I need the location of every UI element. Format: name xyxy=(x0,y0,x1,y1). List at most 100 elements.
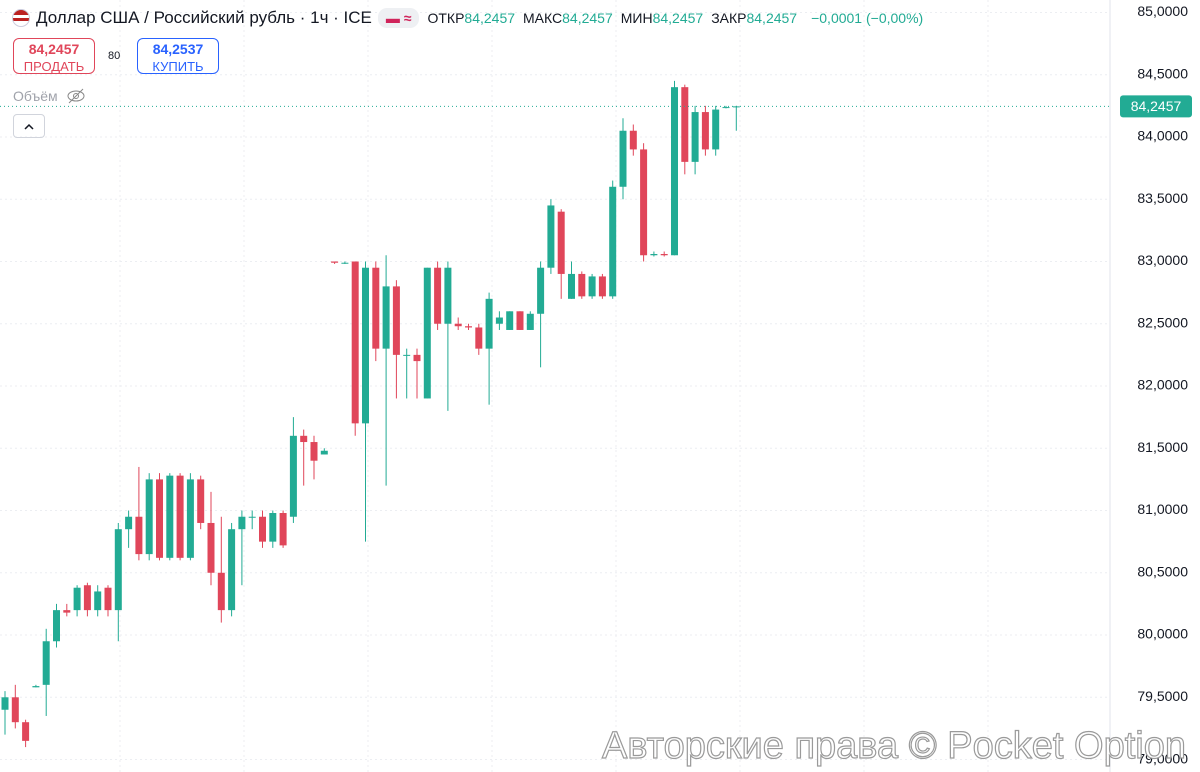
candle-body xyxy=(207,522,215,573)
legend-value: 84,2457 xyxy=(746,10,798,26)
candle-body xyxy=(547,205,555,268)
candle-body xyxy=(609,186,617,297)
sell-price: 84,2457 xyxy=(28,41,80,57)
candle-body xyxy=(11,697,19,723)
y-tick-label: 80,5000 xyxy=(1137,563,1188,579)
ohlc-legend: ОТКР84,2457 МАКС84,2457 МИН84,2457 ЗАКР84,2… xyxy=(427,10,805,26)
legend-value: 84,2457 xyxy=(464,10,516,26)
candle-body xyxy=(568,273,575,299)
candle-body xyxy=(125,516,133,530)
candle-body xyxy=(423,267,431,399)
candle-body xyxy=(1,697,9,710)
sell-label: ПРОДАТЬ xyxy=(23,59,85,74)
candle-body xyxy=(310,442,318,461)
legend-value: 84,2457 xyxy=(652,10,704,26)
candle-body xyxy=(485,298,493,349)
candle-body xyxy=(403,354,411,356)
candle-body xyxy=(228,529,236,611)
candle-body xyxy=(238,516,246,530)
legend-value: 84,2457 xyxy=(562,10,613,26)
candle-body xyxy=(691,112,699,162)
y-tick-label: 79,0000 xyxy=(1137,750,1188,766)
candle-body xyxy=(145,479,153,555)
candle-body xyxy=(495,317,503,324)
candle-body xyxy=(588,276,596,297)
candle-body xyxy=(104,587,112,611)
candle-body xyxy=(248,516,256,518)
flag-icon xyxy=(12,9,30,27)
y-tick-label: 81,5000 xyxy=(1137,439,1188,455)
candle-body xyxy=(578,273,586,297)
y-tick-label: 82,0000 xyxy=(1137,377,1188,393)
volume-label: Объём xyxy=(13,88,58,104)
candle-body xyxy=(42,641,50,685)
candle-body xyxy=(681,87,689,162)
buy-price: 84,2537 xyxy=(152,41,204,57)
legend-label: ЗАКР xyxy=(711,10,747,26)
candle-body xyxy=(465,326,472,328)
candle-body xyxy=(279,513,287,546)
last-price-box xyxy=(1120,95,1192,118)
candle-body xyxy=(269,513,277,542)
candle-body xyxy=(701,112,709,150)
candle-body xyxy=(259,516,266,542)
watermark: Авторские права © Pocket Option xyxy=(601,724,1186,767)
candle-body xyxy=(114,529,122,611)
chevron-icon xyxy=(24,123,34,130)
candle-body xyxy=(83,585,91,611)
candle-body xyxy=(619,130,627,187)
buy-label: КУПИТЬ xyxy=(152,59,204,74)
spread: 80 xyxy=(108,50,121,62)
candle-body xyxy=(598,276,606,297)
status-pill[interactable]: ▬ ≈ xyxy=(377,8,420,28)
candle-body xyxy=(537,267,545,314)
legend-label: МАКС xyxy=(523,10,563,26)
candle-body xyxy=(300,435,308,443)
candle-body xyxy=(650,254,658,256)
candle-body xyxy=(660,254,668,256)
candle-body xyxy=(73,587,81,611)
candle-body xyxy=(53,610,60,642)
candle-body xyxy=(22,722,30,741)
change: −0,0001 (−0,00%) xyxy=(811,10,924,26)
candle-body xyxy=(557,211,565,274)
y-tick-label: 85,0000 xyxy=(1137,3,1188,19)
header: Доллар США / Российский рубль · 1ч · ICE… xyxy=(12,8,923,28)
candle-body xyxy=(156,479,163,558)
candle-body xyxy=(413,354,421,362)
candle-body xyxy=(640,149,648,256)
candle-body xyxy=(32,686,40,688)
candle-body xyxy=(166,475,174,558)
candle-body xyxy=(94,591,102,611)
candle-body xyxy=(289,435,297,517)
candle-body xyxy=(217,572,225,611)
y-tick-label: 83,0000 xyxy=(1137,252,1188,268)
collapse-button[interactable] xyxy=(13,114,45,138)
candle-body xyxy=(372,267,380,349)
candle-body xyxy=(712,109,720,150)
legend-label: МИН xyxy=(620,10,653,26)
candle-body xyxy=(722,107,730,109)
candle-body xyxy=(382,286,390,349)
candle-body xyxy=(506,311,514,330)
candle-body xyxy=(176,475,184,558)
legend-label: ОТКР xyxy=(427,10,465,26)
candle-body xyxy=(63,610,71,613)
y-tick-label: 84,0000 xyxy=(1137,128,1188,144)
candle-body xyxy=(671,87,678,256)
candle-body xyxy=(475,327,483,349)
candle-body xyxy=(444,267,452,324)
y-tick-label: 79,5000 xyxy=(1137,688,1188,704)
y-tick-label: 83,5000 xyxy=(1137,190,1188,206)
candle-body xyxy=(331,261,339,263)
eye-off-icon xyxy=(67,88,85,104)
sell-button[interactable]: 84,2457 ПРОДАТЬ xyxy=(13,38,95,74)
candle-body xyxy=(186,479,194,558)
candle-body xyxy=(454,323,462,327)
y-tick-label: 82,5000 xyxy=(1137,314,1188,330)
y-tick-label: 81,0000 xyxy=(1137,501,1188,517)
buy-button[interactable]: 84,2537 КУПИТЬ xyxy=(137,38,219,74)
volume-toggle[interactable]: Объём xyxy=(13,88,86,104)
